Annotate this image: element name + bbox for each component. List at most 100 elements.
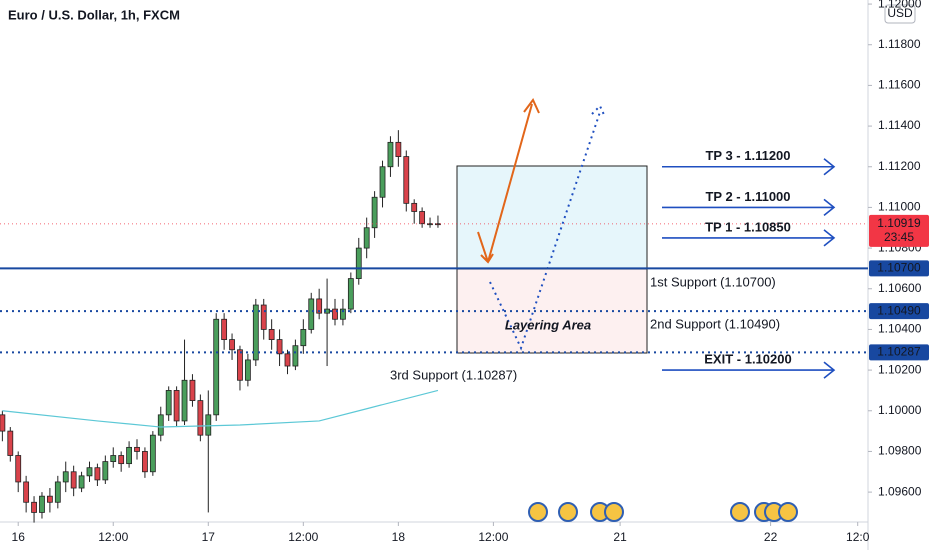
target-zone (456, 165, 648, 270)
candle-body (78, 475, 85, 489)
candle-body (94, 467, 101, 481)
candle-body (0, 414, 6, 432)
candle-body (237, 349, 243, 381)
candle-body (149, 434, 156, 473)
candle-body (15, 455, 22, 483)
candle-body (165, 390, 172, 416)
candle-body (102, 461, 109, 481)
y-tick-label: 1.10400 (878, 322, 922, 336)
candle-body (292, 345, 299, 367)
target-label: TP 2 - 1.11000 (705, 189, 790, 204)
support-label: 1st Support (1.10700) (650, 274, 776, 289)
candle-body (205, 414, 212, 436)
y-tick-label: 1.12000 (878, 0, 922, 10)
price-tag (869, 344, 929, 361)
candle-body (363, 227, 370, 249)
price-tag (869, 303, 929, 320)
candle-body (403, 156, 410, 204)
candle-body (118, 455, 125, 465)
candle-body (284, 353, 291, 367)
currency-label: USD (887, 6, 913, 20)
x-tick-label: 12:00 (478, 530, 508, 544)
countdown-label: 23:45 (884, 230, 914, 244)
candle-body (276, 339, 283, 355)
candle-body (70, 471, 77, 489)
candle-body (46, 495, 53, 503)
candle-body (221, 318, 228, 340)
chart-title: Euro / U.S. Dollar, 1h, FXCM (8, 7, 180, 22)
y-tick-label: 1.10600 (878, 281, 922, 295)
candle-body (54, 481, 61, 503)
target-arrow (662, 229, 836, 247)
candle-body (86, 467, 93, 477)
candle-body (300, 329, 307, 347)
target-arrow (662, 198, 836, 217)
candle-body (181, 379, 188, 422)
candle-body (23, 481, 30, 503)
candle-body (134, 446, 140, 452)
x-tick-label: 12:00 (98, 530, 128, 544)
layering-path-arrow (489, 104, 606, 351)
candle-body (7, 430, 14, 456)
bull-arrow (477, 98, 540, 264)
y-tick-label: 1.11400 (878, 118, 921, 132)
candle-body (244, 359, 251, 381)
y-tick-label: 1.10000 (878, 403, 922, 417)
candle-body (213, 318, 220, 416)
target-label: TP 3 - 1.11200 (705, 148, 790, 163)
candle-body (110, 455, 117, 463)
x-tick-label: 12:0 (846, 530, 870, 544)
candle-body (340, 308, 346, 320)
support-label: 3rd Support (1.10287) (390, 367, 517, 382)
y-tick-label: 1.11000 (878, 200, 921, 214)
candle-body (395, 141, 402, 157)
x-tick-label: 17 (202, 530, 216, 544)
moving-average (2, 389, 439, 428)
candle-body (268, 329, 275, 340)
x-tick-label: 16 (12, 530, 26, 544)
candle-body (411, 202, 418, 212)
support-label: 2nd Support (1.10490) (650, 316, 780, 331)
currency-badge[interactable] (884, 4, 916, 24)
candle-body (39, 495, 45, 513)
y-tick-label: 1.09800 (878, 444, 922, 458)
price-tag-label: 1.10287 (877, 345, 921, 359)
target-arrow (662, 361, 836, 379)
x-tick-label: 12:00 (288, 530, 318, 544)
candle-body (260, 304, 267, 330)
candle-body (355, 247, 362, 279)
candle-body (387, 141, 394, 168)
x-tick-label: 21 (613, 530, 627, 544)
candle-body (31, 501, 37, 513)
candle-body (126, 446, 132, 465)
candle-body (197, 400, 204, 436)
y-tick-label: 1.10200 (878, 362, 922, 376)
zone-label: Layering Area (505, 317, 591, 332)
candle-body (229, 339, 235, 351)
candle-body (347, 278, 354, 310)
candle-body (419, 211, 426, 225)
price-tag (869, 260, 929, 277)
target-label: EXIT - 1.10200 (704, 352, 791, 367)
candle-body (157, 414, 164, 436)
candle-body (371, 196, 378, 229)
x-tick-label: 18 (392, 530, 406, 544)
target-arrow (662, 158, 836, 176)
candle-body (173, 390, 180, 422)
candle-body (142, 451, 148, 473)
target-label: TP 1 - 1.10850 (705, 219, 791, 234)
y-tick-label: 1.11200 (878, 159, 921, 173)
price-tag-label: 1.10490 (877, 303, 921, 317)
candle-body (62, 471, 69, 483)
event-icons (528, 502, 798, 522)
price-tag-label: 1.10700 (877, 261, 921, 275)
current-price-label: 1.10919 (877, 216, 921, 230)
y-tick-label: 1.11800 (878, 37, 921, 51)
candle-body (316, 298, 323, 314)
candle-body (189, 379, 196, 401)
y-tick-label: 1.09600 (878, 484, 922, 498)
current-price-tag (869, 214, 929, 247)
x-tick-label: 22 (764, 530, 778, 544)
candle-body (379, 166, 386, 198)
